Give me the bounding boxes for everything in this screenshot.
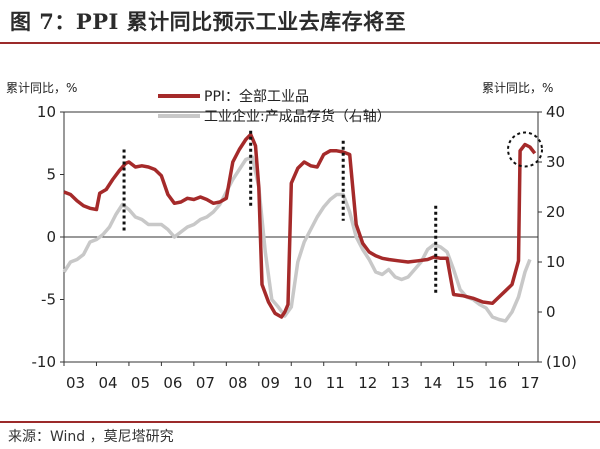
right-tick-label: 0 [546,303,556,321]
left-tick-label: 5 [46,166,56,184]
title-rule [0,42,600,44]
source-note: 来源：Wind ，莫尼塔研究 [8,429,174,445]
left-axis-label: 累计同比，% [6,81,77,95]
left-tick-label: 0 [46,228,56,246]
x-tick-label: 10 [293,374,312,392]
chart-title: 图 7：PPI 累计同比预示工业去库存将至 [10,9,407,34]
right-tick-label: 30 [546,153,565,171]
left-tick-label: 10 [37,103,56,121]
left-tick-label: -5 [41,291,56,309]
x-tick-label: 11 [326,374,345,392]
x-tick-label: 14 [423,374,442,392]
x-tick-label: 15 [456,374,475,392]
series-inventory-line [62,155,532,323]
right-tick-label: (10) [546,353,577,371]
right-tick-label: 40 [546,103,565,121]
x-tick-label: 16 [488,374,507,392]
legend-inventory-label: 工业企业:产成品存货（右轴） [204,108,391,125]
x-tick-label: 12 [358,374,377,392]
x-tick-label: 03 [66,374,85,392]
right-axis-label: 累计同比，% [482,81,553,95]
right-tick-label: 10 [546,253,565,271]
source-rule [0,421,600,423]
series-ppi-line [63,132,537,319]
x-tick-label: 06 [163,374,182,392]
x-tick-label: 09 [261,374,280,392]
legend-ppi-label: PPI：全部工业品 [204,88,309,105]
x-tick-label: 04 [98,374,117,392]
legend: PPI：全部工业品 工业企业:产成品存货（右轴） [158,88,391,125]
left-tick-label: -10 [32,353,57,371]
x-tick-label: 13 [391,374,410,392]
highlight-circle [507,131,544,168]
x-tick-label: 07 [196,374,215,392]
x-tick-label: 08 [228,374,247,392]
right-tick-label: 20 [546,203,565,221]
x-tick-label: 17 [521,374,540,392]
x-tick-label: 05 [131,374,150,392]
